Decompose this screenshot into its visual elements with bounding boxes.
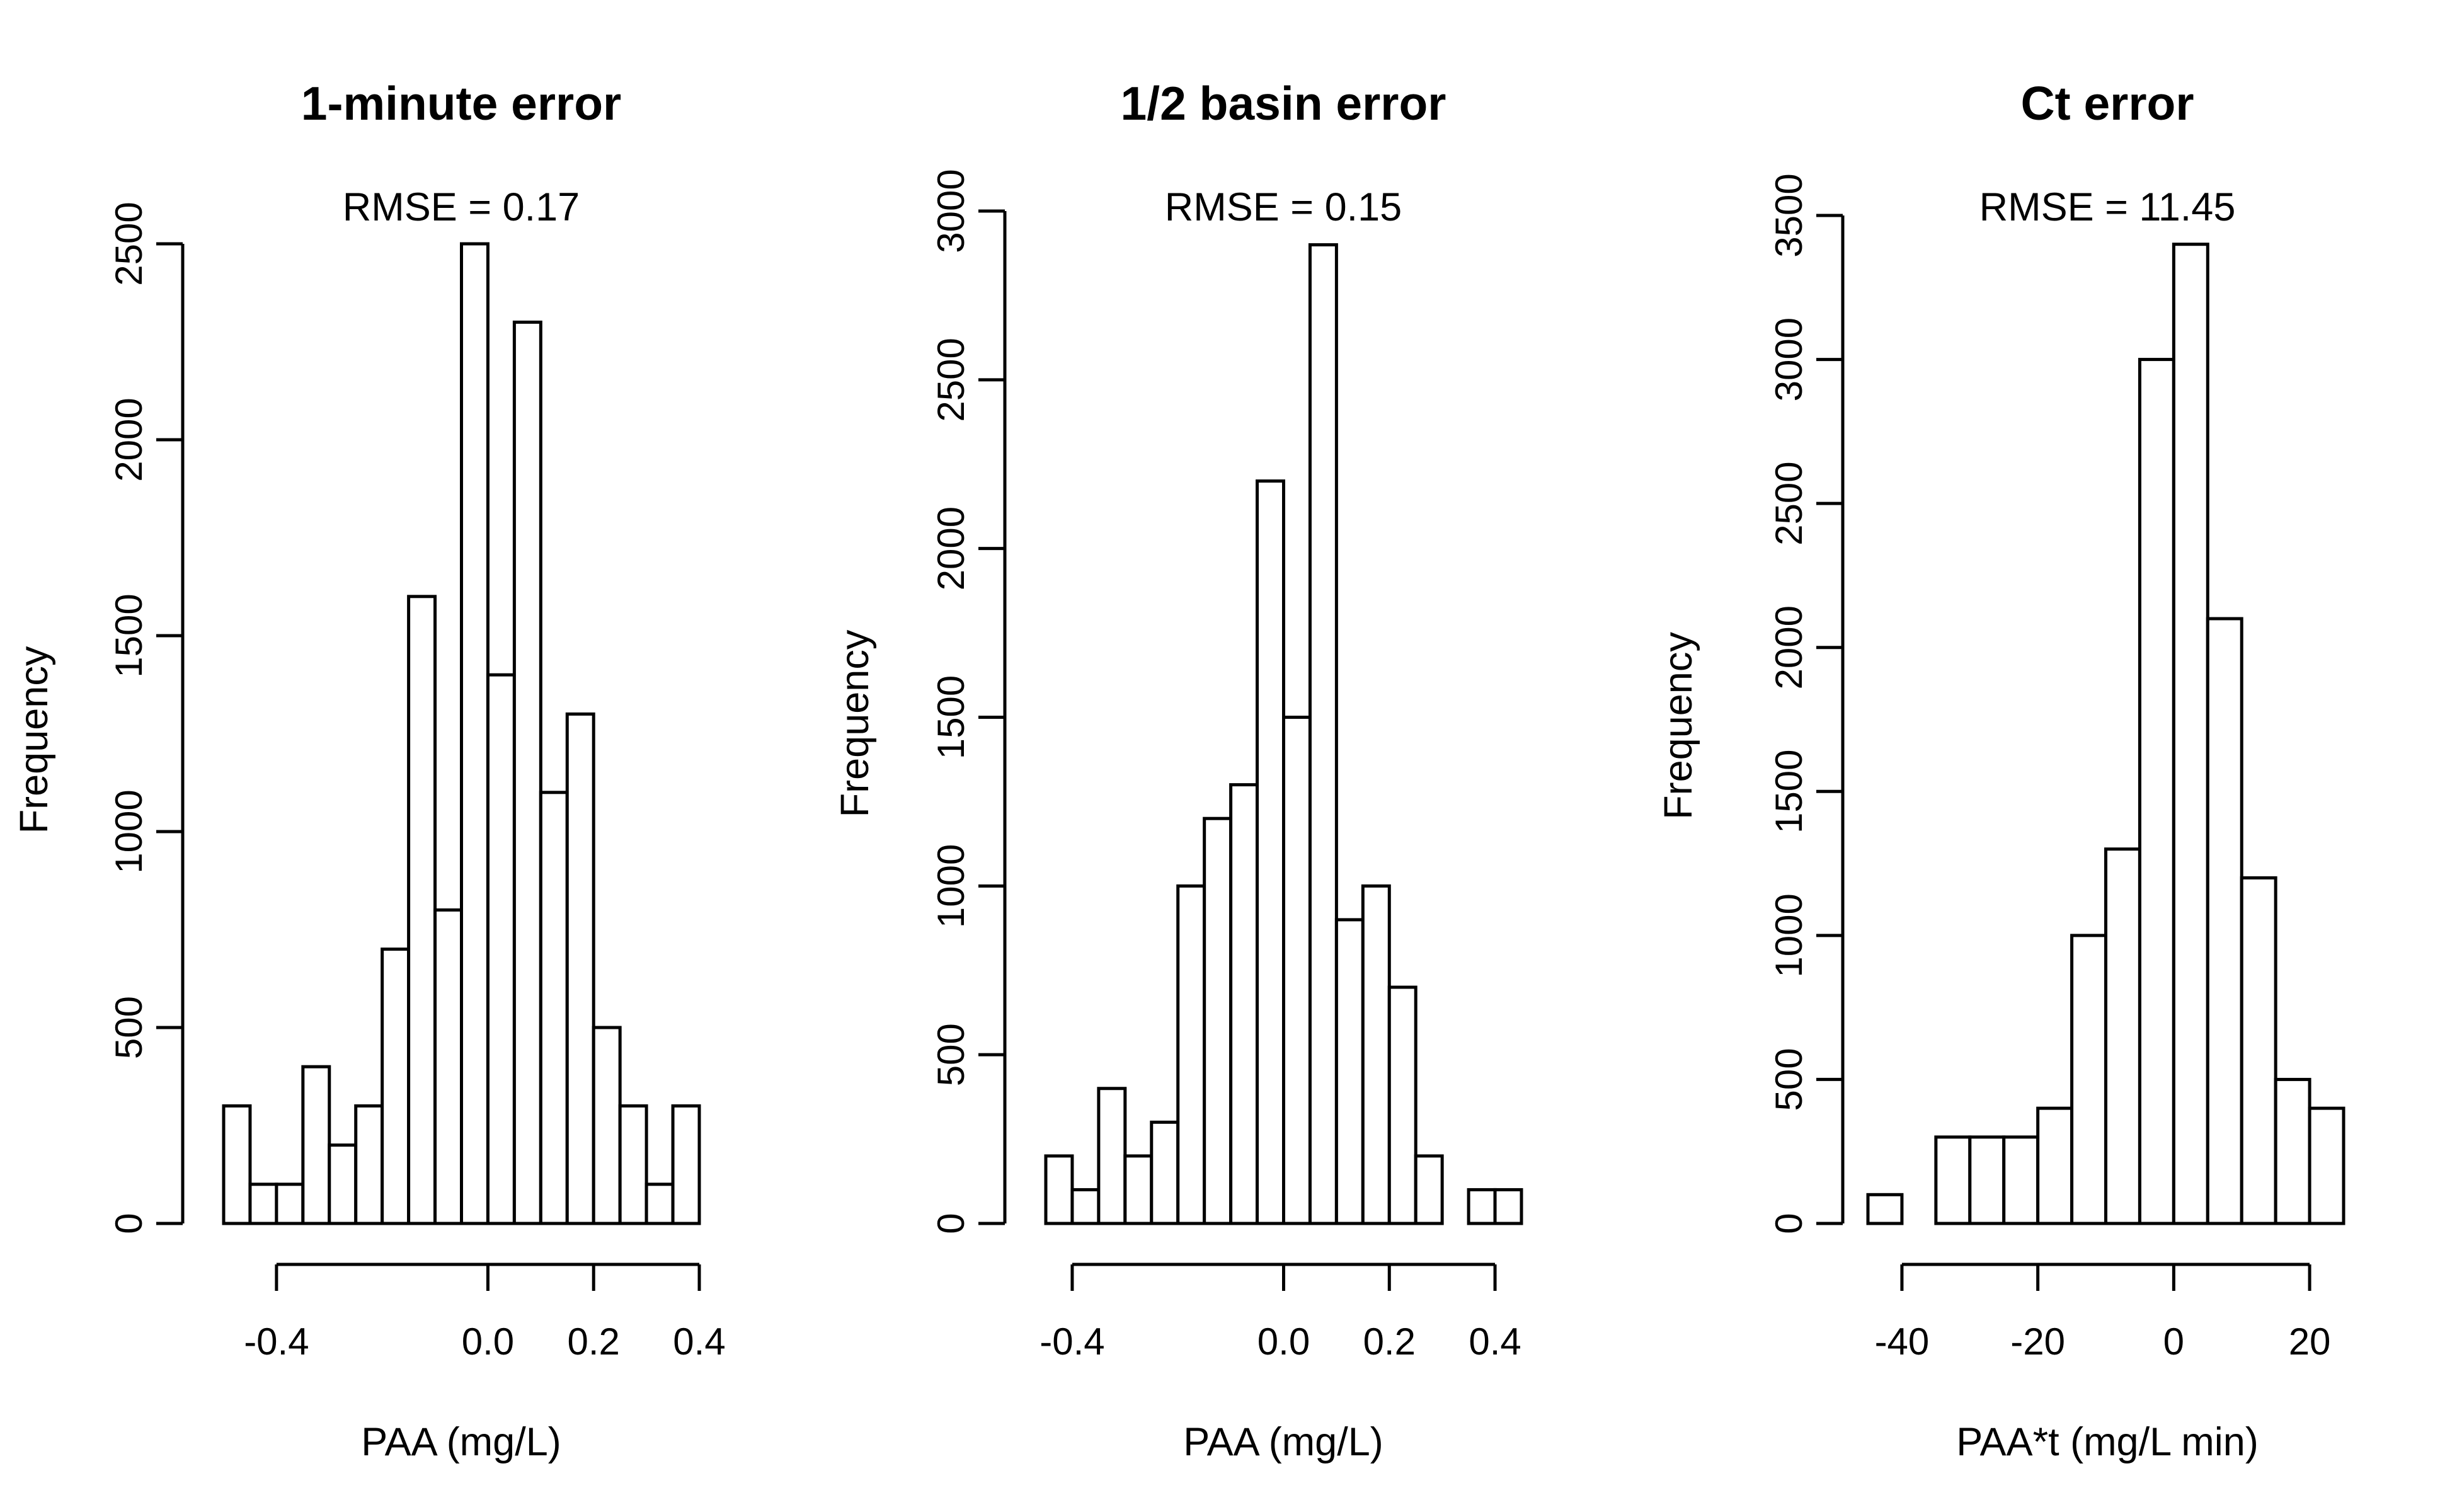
histogram-bar — [248, 1183, 278, 1225]
y-tick-label: 1000 — [1768, 893, 1810, 977]
y-tick-label: 2000 — [108, 398, 150, 481]
histogram-bar — [1361, 884, 1391, 1225]
histogram-bar — [1968, 1135, 2006, 1225]
y-tick-label: 1000 — [108, 789, 150, 873]
x-tick-label: 0.4 — [1469, 1320, 1521, 1363]
histogram-bar — [1229, 783, 1259, 1225]
histogram-bar — [644, 1183, 675, 1225]
y-tick-label: 2500 — [1768, 461, 1810, 545]
y-tick-label: 3000 — [1768, 318, 1810, 401]
y-tick-label: 2000 — [1768, 605, 1810, 689]
y-tick-label: 2500 — [930, 338, 972, 421]
histogram-bar — [2104, 847, 2141, 1225]
histogram-panel-3: Ct error RMSE = 11.45 0 500 1000 1500 2000 2500… — [1656, 77, 2345, 1464]
histogram-bar — [1282, 716, 1312, 1225]
rmse-label: RMSE = 11.45 — [1979, 185, 2236, 229]
y-axis-label: Frequency — [12, 646, 56, 833]
histogram-bar — [2138, 358, 2175, 1225]
histogram-bar — [2274, 1077, 2311, 1225]
histogram-bar — [407, 595, 437, 1225]
y-tick-label: 2000 — [930, 507, 972, 590]
y-axis-label: Frequency — [1656, 632, 1700, 820]
histogram-bar — [301, 1065, 331, 1225]
y-tick-label: 0 — [108, 1213, 150, 1234]
histogram-bar — [1866, 1193, 1904, 1225]
histogram-bar — [1256, 479, 1285, 1225]
histogram-bar — [2240, 876, 2277, 1225]
histogram-bar — [2070, 934, 2108, 1225]
x-tick-label: 0.0 — [462, 1320, 514, 1363]
y-tick-label: 500 — [108, 996, 150, 1059]
x-tick-label: -0.4 — [1040, 1320, 1104, 1363]
histogram-bar — [1414, 1154, 1444, 1225]
panel-title: Ct error — [2020, 77, 2194, 130]
histogram-bar — [1203, 816, 1233, 1225]
histogram-bar — [328, 1143, 358, 1225]
histogram-bar — [354, 1104, 384, 1225]
histogram-bar — [1150, 1120, 1180, 1225]
histogram-bar — [222, 1104, 252, 1225]
histogram-bar — [1176, 884, 1206, 1225]
x-tick-label: 0.2 — [568, 1320, 620, 1363]
histogram-bar — [275, 1183, 305, 1225]
x-tick-label: 0 — [2163, 1320, 2184, 1363]
x-tick-label: -40 — [1875, 1320, 1930, 1363]
rmse-label: RMSE = 0.15 — [1165, 185, 1402, 229]
histogram-bar — [2308, 1106, 2345, 1225]
x-tick-label: 0.0 — [1257, 1320, 1310, 1363]
y-tick-label: 2500 — [108, 202, 150, 285]
rmse-label: RMSE = 0.17 — [343, 185, 580, 229]
histogram-bar — [671, 1104, 701, 1225]
x-tick-label: 20 — [2289, 1320, 2331, 1363]
histogram-bar — [2206, 617, 2243, 1225]
y-tick-label: 1000 — [930, 844, 972, 928]
histogram-bar — [1097, 1087, 1127, 1225]
x-tick-label: 0.2 — [1363, 1320, 1416, 1363]
histogram-bar — [1493, 1188, 1523, 1225]
y-tick-label: 500 — [930, 1023, 972, 1086]
y-tick-label: 500 — [1768, 1048, 1810, 1111]
y-tick-label: 1500 — [1768, 750, 1810, 833]
histogram-bar — [2002, 1135, 2040, 1225]
panel-title: 1-minute error — [301, 77, 621, 130]
x-tick-label: -20 — [2010, 1320, 2065, 1363]
y-tick-label: 0 — [1768, 1213, 1810, 1234]
x-axis-label: PAA (mg/L) — [361, 1420, 561, 1464]
x-tick-label: 0.4 — [673, 1320, 725, 1363]
histogram-bar — [460, 242, 490, 1225]
histogram-bar — [1044, 1154, 1074, 1225]
histogram-bar — [1387, 985, 1418, 1225]
histogram-bar — [433, 908, 463, 1225]
y-tick-label: 0 — [930, 1213, 972, 1234]
x-axis-label: PAA (mg/L) — [1183, 1420, 1383, 1464]
histogram-bar — [381, 948, 411, 1225]
histogram-bar — [539, 791, 569, 1225]
x-tick-label: -0.4 — [244, 1320, 309, 1363]
histogram-bar — [486, 673, 516, 1225]
histogram-bar — [1467, 1188, 1497, 1225]
histogram-bar — [618, 1104, 648, 1225]
y-tick-label: 3500 — [1768, 173, 1810, 257]
y-tick-label: 1500 — [930, 675, 972, 759]
panel-title: 1/2 basin error — [1121, 77, 1446, 130]
y-tick-label: 3000 — [930, 169, 972, 253]
histogram-bar — [2172, 243, 2209, 1225]
histogram-panel-2: 1/2 basin error RMSE = 0.15 0 500 1000 1500 20… — [833, 77, 1523, 1464]
histogram-panel-1: 1-minute error RMSE = 0.17 0 500 1000 1500 200… — [12, 77, 726, 1464]
histogram-bar — [592, 1026, 622, 1225]
histogram-bar — [1934, 1135, 1972, 1225]
histogram-bar — [512, 320, 542, 1225]
y-tick-label: 1500 — [108, 593, 150, 677]
x-axis-label: PAA*t (mg/L min) — [1956, 1420, 2259, 1464]
histogram-bar — [565, 712, 595, 1225]
y-axis-label: Frequency — [833, 629, 877, 817]
histogram-bar — [2036, 1106, 2074, 1225]
histogram-bar — [1308, 243, 1338, 1225]
histogram-bar — [1123, 1154, 1154, 1225]
histogram-bar — [1070, 1188, 1101, 1225]
histogram-bar — [1334, 918, 1365, 1225]
